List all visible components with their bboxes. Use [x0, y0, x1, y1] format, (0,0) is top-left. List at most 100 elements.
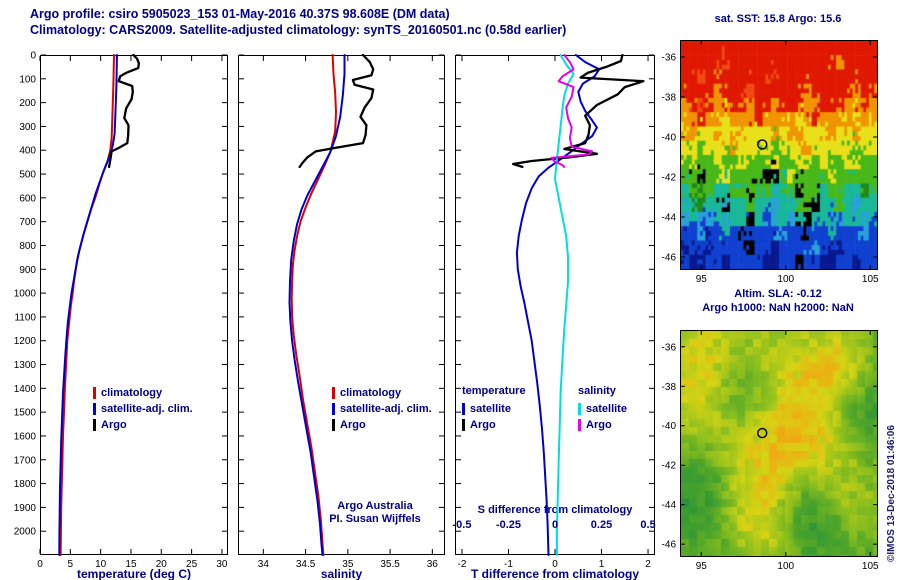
legend-col-temperature: temperature satellite Argo	[462, 385, 526, 433]
xlabel-t-difference: T difference from climatology	[470, 567, 640, 580]
annotation-pi-name: PI. Susan Wijffels	[329, 513, 421, 525]
legend-line-marker	[578, 419, 581, 431]
sst-map-title: sat. SST: 15.8 Argo: 15.6	[714, 13, 842, 25]
y-tick-label: 500	[19, 170, 36, 181]
x-tick-label: 35	[342, 559, 354, 570]
series-climatology	[290, 54, 337, 556]
x-tick-label: 25	[186, 559, 198, 570]
xlabel-salinity: salinity	[320, 567, 363, 580]
legend-label: satellite	[586, 403, 627, 415]
legend-header: salinity	[578, 385, 616, 397]
y-tick-label: 1700	[14, 455, 37, 466]
legend-line-marker	[578, 403, 581, 415]
lat-tick-label: -36	[662, 342, 677, 353]
legend-line-marker	[93, 419, 96, 431]
series-satellite-adj-clim-	[288, 54, 346, 556]
y-tick-label: 1100	[14, 312, 36, 323]
legend-temperature: climatology satellite-adj. clim. Argo	[93, 385, 193, 433]
annotation-argo-australia: Argo Australia	[337, 500, 413, 512]
y-tick-label: 2000	[14, 527, 37, 538]
legend-col-salinity: salinity satellite Argo	[578, 385, 627, 433]
y-tick-label: 400	[19, 146, 36, 157]
legend-label: Argo	[586, 419, 612, 431]
y-tick-label: 300	[19, 122, 36, 133]
y-tick-label: 1000	[14, 289, 37, 300]
sla-axes: 95 100 105 -36 -38 -40 -42 -44 -46	[662, 331, 879, 572]
x-tick-label: 2	[645, 559, 651, 570]
map-sla: 95 100 105 -36 -38 -40 -42 -44 -46	[662, 330, 879, 572]
legend-label: climatology	[101, 387, 163, 399]
lon-tick-label: 95	[696, 561, 708, 572]
y-tick-label: 0	[30, 51, 36, 62]
x-tick-label: 0	[552, 559, 558, 570]
lon-tick-label: 95	[696, 274, 708, 285]
sdiff-tick-label: -0.5	[452, 519, 472, 531]
legend-line-marker	[93, 387, 96, 399]
figure-title: Argo profile: csiro 5905023_153 01-May-2…	[30, 7, 450, 21]
y-tick-label: 1600	[14, 431, 37, 442]
legend-label: Argo	[340, 419, 366, 431]
lon-tick-label: 105	[862, 561, 879, 572]
legend-entry: Argo	[578, 417, 627, 433]
lat-tick-label: -38	[662, 93, 677, 104]
sdiff-tick-label: 0.25	[590, 519, 613, 531]
lat-tick-label: -40	[662, 421, 677, 432]
legend-line-marker	[332, 387, 335, 399]
x-tick-label: 34.5	[296, 559, 316, 570]
sla-heatmap	[681, 331, 877, 556]
legend-line-marker	[462, 419, 465, 431]
legend-entry: Argo	[462, 417, 526, 433]
sla-map-subtitle: Argo h1000: NaN h2000: NaN	[702, 302, 854, 314]
legend-label: Argo	[470, 419, 496, 431]
y-tick-label: 1500	[14, 408, 37, 419]
legend-label: satellite-adj. clim.	[101, 403, 193, 415]
legend-entry: Argo	[93, 417, 193, 433]
x-tick-label: 5	[68, 559, 74, 570]
legend-salinity: climatology satellite-adj. clim. Argo	[332, 385, 432, 433]
lat-tick-label: -42	[662, 461, 677, 472]
y-tick-label: 700	[19, 217, 36, 228]
lon-tick-label: 105	[862, 274, 879, 285]
float-position-marker	[757, 427, 768, 439]
watermark: ©IMOS 13-Dec-2018 01:46:06	[886, 425, 897, 562]
lat-tick-label: -46	[662, 253, 677, 264]
y-tick-label: 1900	[14, 503, 37, 514]
y-tick-label: 900	[19, 265, 36, 276]
figure-subtitle: Climatology: CARS2009. Satellite-adjuste…	[30, 23, 567, 37]
sdiff-tick-label: 0	[551, 519, 559, 531]
x-tick-label: 0	[37, 559, 43, 570]
legend-label: Argo	[101, 419, 127, 431]
legend-line-marker	[332, 403, 335, 415]
sdiff-tick-label: -0.25	[495, 519, 522, 531]
panel-salinity: 34 34.5 35 35.5 36	[238, 53, 445, 570]
x-tick-label: 15	[125, 559, 137, 570]
y-tick-label: 1300	[14, 360, 37, 371]
legend-label: satellite-adj. clim.	[340, 403, 432, 415]
x-tick-label: 30	[216, 559, 228, 570]
x-tick-label: 10	[95, 559, 107, 570]
y-tick-label: 800	[19, 241, 36, 252]
lon-tick-label: 100	[777, 274, 794, 285]
lat-tick-label: -44	[662, 500, 677, 511]
panel-difference: -2 -1 0 1 2	[455, 53, 655, 570]
y-tick-label: 200	[19, 98, 36, 109]
y-tick-label: 1400	[14, 384, 37, 395]
y-tick-label: 1800	[14, 479, 37, 490]
series-s-argo	[550, 54, 594, 168]
legend-line-marker	[93, 403, 96, 415]
series-t-argo	[511, 53, 645, 169]
x-tick-label: -1	[504, 559, 513, 570]
legend-entry: satellite	[462, 401, 526, 417]
series-s-satellite	[554, 54, 575, 556]
sdiff-axis-label: S difference from climatology	[477, 504, 633, 516]
float-position-marker	[757, 139, 768, 150]
legend-entry: climatology	[93, 385, 193, 401]
sla-map-title: Altim. SLA: -0.12	[734, 288, 822, 300]
lat-tick-label: -46	[662, 540, 677, 551]
panel-temperature: 0 5 10 15 20 25 300100200300400500600700800900…	[14, 51, 228, 570]
y-tick-label: 100	[19, 74, 36, 85]
series-argo	[298, 53, 375, 169]
legend-line-marker	[332, 419, 335, 431]
series-satellite-adj-clim-	[58, 54, 118, 556]
